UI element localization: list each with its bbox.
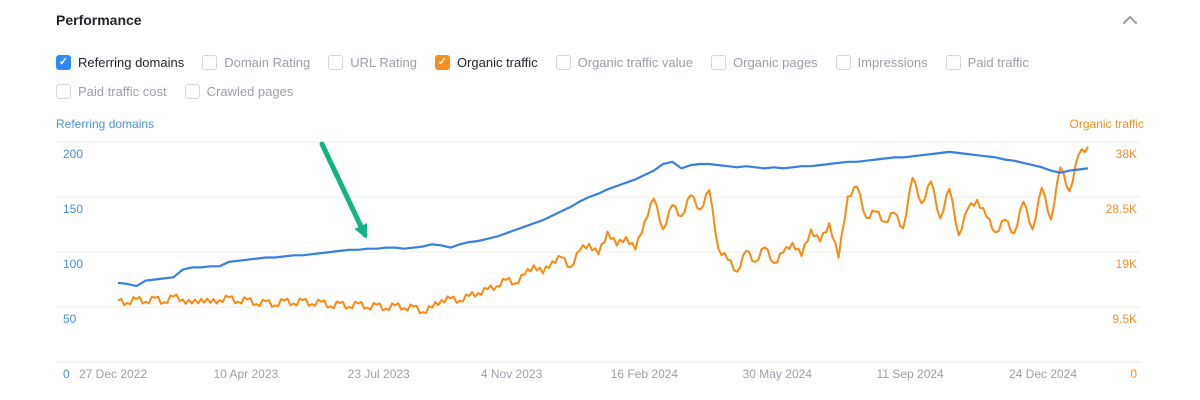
page-title: Performance <box>56 12 142 28</box>
referring-domains-line[interactable] <box>117 150 1089 288</box>
panel-header: Performance <box>56 10 1144 30</box>
metric-label: Crawled pages <box>206 83 294 99</box>
metric-label: Paid traffic cost <box>78 83 167 99</box>
metric-label: Organic pages <box>733 54 818 70</box>
checkbox-unchecked-icon[interactable] <box>945 54 961 70</box>
checkbox-checked-icon[interactable]: ✓ <box>56 54 71 70</box>
axis-header-row: Referring domains Organic traffic <box>56 117 1144 131</box>
left-axis-tick: 50 <box>63 312 77 326</box>
metric-item-crawled-pages[interactable]: Crawled pages <box>184 81 294 101</box>
metric-item-organic-traffic-value[interactable]: Organic traffic value <box>555 52 693 72</box>
collapse-button[interactable] <box>1116 13 1144 27</box>
x-axis-tick: 10 Apr 2023 <box>213 367 278 381</box>
right-axis-tick: 9.5K <box>1112 312 1137 326</box>
metric-label: URL Rating <box>350 54 417 70</box>
right-axis-zero: 0 <box>1130 367 1137 381</box>
checkbox-unchecked-icon[interactable] <box>56 83 71 99</box>
metric-item-organic-pages[interactable]: Organic pages <box>711 52 818 72</box>
left-axis-tick: 150 <box>63 202 83 216</box>
checkbox-unchecked-icon[interactable] <box>328 54 344 70</box>
organic-traffic-line[interactable] <box>117 146 1089 315</box>
checkbox-unchecked-icon[interactable] <box>184 83 200 99</box>
checkbox-unchecked-icon[interactable] <box>555 54 571 70</box>
metric-item-organic-traffic[interactable]: ✓ Organic traffic <box>434 52 538 72</box>
left-axis-label: Referring domains <box>56 117 155 131</box>
x-axis-tick: 24 Dec 2024 <box>1009 367 1077 381</box>
metric-label: Referring domains <box>78 54 185 70</box>
x-axis-tick: 4 Nov 2023 <box>481 367 543 381</box>
checkbox-unchecked-icon[interactable] <box>202 54 218 70</box>
metric-item-paid-traffic[interactable]: Paid traffic <box>945 52 1029 72</box>
right-axis-tick: 19K <box>1116 257 1137 271</box>
metric-item-url-rating[interactable]: URL Rating <box>328 52 417 72</box>
metric-label: Impressions <box>857 54 928 70</box>
x-axis-tick: 30 May 2024 <box>743 367 813 381</box>
metric-label: Domain Rating <box>224 54 311 70</box>
metric-label: Paid traffic <box>967 54 1029 70</box>
metric-label: Organic traffic value <box>577 54 693 70</box>
x-axis-tick: 11 Sep 2024 <box>877 367 944 381</box>
left-axis-zero: 0 <box>63 367 70 381</box>
x-axis-tick: 23 Jul 2023 <box>348 367 410 381</box>
annotation-arrow-icon <box>319 141 368 239</box>
right-axis-tick: 28.5K <box>1106 202 1137 216</box>
metric-label: Organic traffic <box>456 54 538 70</box>
checkbox-unchecked-icon[interactable] <box>835 54 851 70</box>
x-axis-tick: 27 Dec 2022 <box>79 367 147 381</box>
metric-toggle-bar: ✓ Referring domains Domain Rating URL Ratin… <box>56 52 1144 101</box>
right-axis-tick: 38K <box>1116 147 1137 161</box>
checkbox-checked-icon[interactable]: ✓ <box>434 54 450 70</box>
metric-item-domain-rating[interactable]: Domain Rating <box>202 52 310 72</box>
left-axis-tick: 200 <box>63 147 83 161</box>
right-axis-label: Organic traffic <box>1069 117 1144 131</box>
checkbox-unchecked-icon[interactable] <box>711 54 726 70</box>
x-axis-tick: 16 Feb 2024 <box>611 367 679 381</box>
left-axis-tick: 100 <box>63 257 83 271</box>
metric-item-referring-domains[interactable]: ✓ Referring domains <box>56 52 184 72</box>
metric-item-paid-traffic-cost[interactable]: Paid traffic cost <box>56 81 167 101</box>
performance-chart[interactable]: 200 150 100 50 38K 28.5K 19K 9.5K 0 0 27 Dec 2022 1… <box>56 135 1144 387</box>
metric-item-impressions[interactable]: Impressions <box>835 52 928 72</box>
chevron-up-icon <box>1123 16 1137 24</box>
